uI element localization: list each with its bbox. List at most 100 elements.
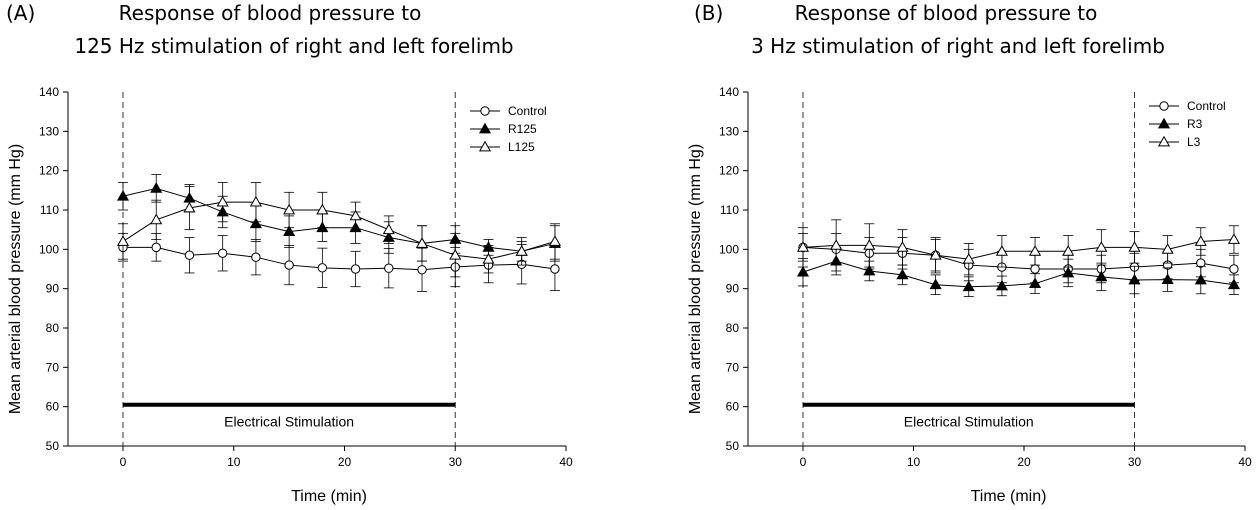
panel-a-data-point bbox=[548, 235, 561, 246]
panel-b-y-tick-label: 70 bbox=[726, 360, 740, 374]
panel-a-series-line bbox=[123, 246, 555, 271]
panel-a-data-point bbox=[249, 217, 262, 229]
panel-a-legend-marker bbox=[478, 140, 492, 152]
panel-a-data-point bbox=[482, 252, 495, 264]
panel-b-data-point bbox=[929, 249, 942, 260]
panel-b-data-point bbox=[962, 280, 975, 292]
panel-b-data-point bbox=[1128, 241, 1141, 252]
panel-a-x-tick-label: 40 bbox=[559, 455, 573, 469]
panel-b-y-tick-label: 60 bbox=[726, 400, 740, 414]
panel-b-data-point bbox=[995, 245, 1008, 256]
panel-b-series-line bbox=[802, 239, 1234, 260]
panel-b-y-axis-label: Mean arterial blood pressure (mm Hg) bbox=[687, 144, 704, 414]
panel-b-x-tick-label: 10 bbox=[907, 455, 921, 469]
panel-a-x-tick-label: 20 bbox=[338, 455, 352, 469]
panel-a-series-l125 bbox=[116, 182, 561, 278]
panel-a-plot: 50 60 70 80 90 100 110 120 130 140 0 10 20 30 40 Time (… bbox=[7, 85, 573, 505]
panel-b-x-tick-label: 30 bbox=[1128, 455, 1142, 469]
panel-a-data-point bbox=[151, 242, 161, 253]
panel-b-legend-marker bbox=[1157, 135, 1171, 147]
panel-b-y-tick-label: 100 bbox=[719, 242, 739, 256]
panel-a-series-line bbox=[122, 201, 556, 260]
panel-a-data-point bbox=[150, 213, 163, 225]
panel-b-series-line bbox=[802, 260, 1235, 288]
panel-a-series-r125 bbox=[116, 174, 561, 262]
panel-b-data-point bbox=[1028, 245, 1042, 256]
panel-b-header: (B) Response of blood pressure to 3 Hz s… bbox=[694, 1, 1165, 58]
panel-a-data-point bbox=[184, 250, 195, 260]
panel-a-legend-label: L125 bbox=[508, 140, 535, 154]
panel-a-data-point bbox=[415, 237, 429, 248]
panel-a-data-point bbox=[449, 249, 462, 260]
panel-b-y-tick-label: 50 bbox=[726, 439, 740, 453]
panel-a-title-line2: 125 Hz stimulation of right and left for… bbox=[74, 34, 513, 58]
panel-a-y-tick-label: 50 bbox=[46, 439, 60, 453]
panel-b-legend-marker bbox=[1157, 117, 1171, 129]
panel-b-x-tick-label: 20 bbox=[1017, 455, 1031, 469]
panel-a-x-axis-label: Time (min) bbox=[291, 488, 367, 505]
panel-b-data-point bbox=[1161, 243, 1174, 254]
panel-a-data-point bbox=[116, 190, 130, 201]
panel-a-legend-marker bbox=[480, 106, 490, 116]
panel-b-legend-marker bbox=[1159, 101, 1169, 111]
panel-b-data-point bbox=[929, 278, 942, 290]
panel-b-data-point bbox=[1095, 241, 1108, 252]
panel-b-data-point bbox=[962, 252, 975, 264]
panel-b-data-point bbox=[995, 279, 1008, 291]
panel-b-data-point bbox=[830, 239, 843, 250]
panel-b-data-point bbox=[1194, 273, 1207, 285]
panel-b-legend-label: R3 bbox=[1187, 117, 1203, 131]
panel-b-y-tick-label: 130 bbox=[719, 124, 739, 138]
panel-a-data-point bbox=[515, 245, 528, 256]
panel-a-data-point bbox=[382, 223, 395, 235]
panel-b-data-point bbox=[1028, 277, 1042, 288]
panel-b-data-point bbox=[1229, 264, 1239, 274]
panel-a-data-point bbox=[150, 182, 163, 193]
panel-a-y-tick-label: 70 bbox=[46, 360, 60, 374]
panel-a-data-point bbox=[251, 252, 261, 262]
panel-a-data-point bbox=[284, 260, 294, 270]
panel-b-stim-label: Electrical Stimulation bbox=[904, 414, 1034, 430]
panel-a-series-line bbox=[122, 187, 556, 252]
panel-a-data-point bbox=[350, 264, 361, 274]
panel-a-y-tick-label: 100 bbox=[39, 242, 59, 256]
panel-b-x-tick-label: 40 bbox=[1238, 455, 1252, 469]
panel-a-x-tick-label: 0 bbox=[120, 455, 127, 469]
panel-b-legend-label: L3 bbox=[1187, 135, 1201, 149]
panel-b-data-point bbox=[1128, 273, 1141, 285]
panel-b-data-point bbox=[896, 268, 909, 280]
panel-a-data-point bbox=[550, 264, 560, 274]
panel-a-y-tick-label: 120 bbox=[39, 164, 59, 178]
panel-b-x-axis-label: Time (min) bbox=[971, 488, 1047, 505]
panel-a-data-point bbox=[384, 263, 394, 273]
panel-b-legend: Control R3 L3 bbox=[1149, 99, 1226, 149]
panel-a-legend: Control R125 L125 bbox=[470, 104, 547, 154]
panel-b-series-l3 bbox=[796, 219, 1241, 276]
panel-b-series-line bbox=[802, 246, 1235, 270]
panel-a-data-point bbox=[116, 235, 130, 246]
panel-b-data-point bbox=[863, 264, 876, 276]
panel-a-legend-label: Control bbox=[508, 104, 547, 118]
panel-a-header: (A) Response of blood pressure to 125 Hz… bbox=[6, 1, 514, 58]
panel-b-data-point bbox=[863, 239, 876, 250]
panel-a-legend-marker bbox=[478, 122, 492, 134]
panel-a-x-tick-label: 30 bbox=[449, 455, 463, 469]
panel-a-y-tick-label: 80 bbox=[46, 321, 60, 335]
panel-a-data-point bbox=[349, 209, 362, 221]
panel-a-y-tick-label: 90 bbox=[46, 282, 60, 296]
panel-b-label: (B) bbox=[694, 1, 723, 25]
panel-a-data-point bbox=[283, 225, 296, 237]
panel-b-data-point bbox=[1194, 235, 1207, 246]
panel-a-label: (A) bbox=[6, 1, 35, 25]
panel-a-stim-label: Electrical Stimulation bbox=[224, 414, 354, 430]
panel-a-y-tick-label: 60 bbox=[46, 400, 60, 414]
panel-b-y-tick-label: 120 bbox=[719, 164, 739, 178]
panel-a-y-tick-label: 140 bbox=[39, 85, 59, 99]
panel-b-legend-label: Control bbox=[1187, 99, 1226, 113]
panel-b-data-point bbox=[1161, 273, 1174, 285]
panel-b-data-point bbox=[1062, 245, 1075, 256]
panel-b-title-line1: Response of blood pressure to bbox=[795, 1, 1098, 25]
panel-b-plot: 50 60 70 80 90 100 110 120 130 140 0 10 20 30 40 Time (… bbox=[687, 85, 1252, 505]
panel-b-data-point bbox=[1030, 264, 1040, 274]
